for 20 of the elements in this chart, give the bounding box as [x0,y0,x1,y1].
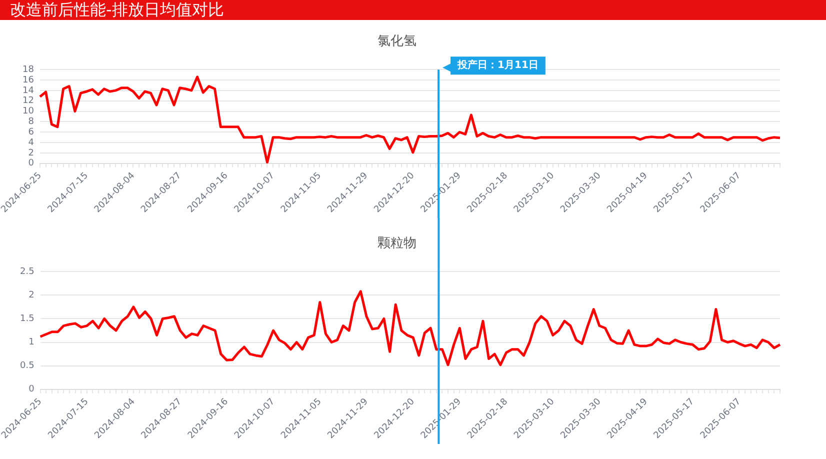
chart-subtitle: 氯化氢 [378,34,416,50]
y-tick-label: 1 [28,338,34,348]
y-tick-label: 2 [28,148,34,158]
y-tick-label: 0 [28,384,35,395]
chart-title: 颗粒物 [378,236,416,252]
text: 投产日：1月11日 [458,60,538,72]
y-tick-label: 18 [22,64,34,75]
y-tick-label: 4 [28,138,34,148]
chart-title: 改造前后性能-排放日均值对比 [0,0,826,20]
y-tick-label: 14 [22,86,34,96]
y-tick-label: 8 [28,117,34,128]
y-tick-label: 2.5 [20,266,34,277]
y-tick-label: 10 [22,106,34,117]
y-tick-label: 2 [28,290,34,300]
y-tick-label: 16 [22,75,34,86]
y-tick-label: 1.5 [20,314,34,324]
y-tick-label: 0 [28,158,34,169]
y-tick-label: 6 [28,127,34,138]
y-tick-label: 0.5 [20,361,34,372]
y-tick-label: 12 [22,96,34,106]
